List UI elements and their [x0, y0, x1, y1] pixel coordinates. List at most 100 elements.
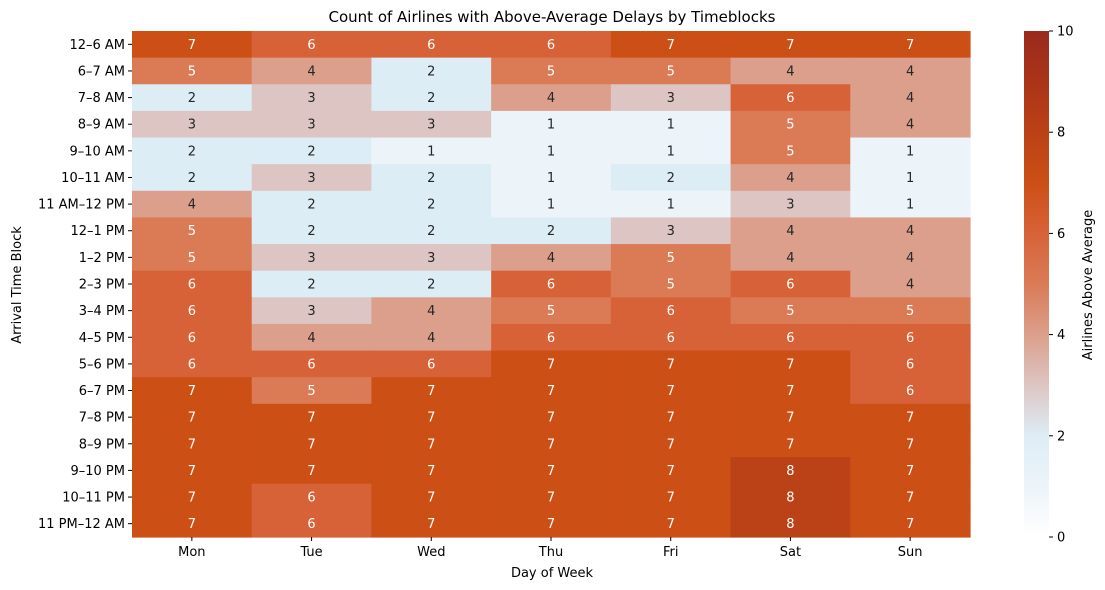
y-tick-label: 6–7 AM [78, 64, 125, 79]
cell-value-label: 6 [906, 384, 914, 399]
heatmap-cell-sat-12-1-pm [730, 217, 851, 245]
cell-value-label: 6 [906, 331, 914, 346]
x-tick-label: Mon [178, 545, 205, 560]
heatmap-cell-thu-6-7-pm [491, 377, 612, 405]
heatmap-cell-fri-6-7-am [610, 57, 732, 85]
heatmap-cell-tue-9-10-am [251, 137, 373, 165]
heatmap-cell-thu-10-11-am [491, 164, 612, 192]
cell-value-label: 7 [786, 357, 794, 372]
cell-value-label: 7 [188, 491, 196, 506]
cell-value-label: 7 [547, 517, 555, 532]
cell-value-label: 6 [547, 278, 555, 293]
heatmap-cell-mon-8-9-am [132, 110, 253, 139]
colorbar-tick-label: 4 [1057, 328, 1065, 343]
heatmap-cell-sun-1-2-pm [850, 244, 971, 272]
heatmap-cell-sun-3-4-pm [850, 297, 971, 325]
cell-value-label: 5 [667, 251, 675, 266]
cell-value-label: 7 [667, 491, 675, 506]
heatmap-cell-thu-10-11-pm [491, 483, 612, 511]
cell-value-label: 2 [427, 64, 435, 79]
heatmap-cell-fri-12-6-am [610, 31, 732, 59]
heatmap-cell-tue-2-3-pm [251, 270, 373, 298]
heatmap-cell-fri-11-pm-12-am [610, 510, 732, 538]
cell-value-label: 7 [547, 437, 555, 452]
y-tick-label: 10–11 PM [62, 491, 125, 506]
y-tick-label: 4–5 PM [79, 331, 125, 346]
cell-value-label: 7 [906, 464, 914, 479]
cell-value-label: 6 [667, 331, 675, 346]
x-tick-label: Sat [780, 545, 801, 560]
cell-value-label: 6 [667, 304, 675, 319]
heatmap-cell-thu-8-9-pm [491, 430, 612, 458]
cell-value-label: 5 [786, 144, 794, 159]
heatmap-cell-mon-9-10-pm [132, 457, 253, 485]
cell-value-label: 7 [188, 384, 196, 399]
cell-value-label: 4 [906, 64, 914, 79]
cell-value-label: 6 [786, 278, 794, 293]
heatmap-cell-mon-6-7-pm [132, 377, 253, 405]
colorbar-tick-label: 6 [1057, 227, 1065, 242]
heatmap-cell-mon-1-2-pm [132, 244, 253, 272]
cell-value-label: 5 [188, 251, 196, 266]
cell-value-label: 7 [906, 491, 914, 506]
x-tick-label: Wed [417, 545, 445, 560]
cell-value-label: 2 [667, 171, 675, 186]
cell-value-label: 7 [786, 411, 794, 426]
cell-value-label: 4 [188, 198, 196, 213]
cell-value-label: 7 [667, 38, 675, 53]
heatmap-cell-sun-10-11-pm [850, 483, 971, 511]
heatmap-cell-thu-11-am-12-pm [491, 190, 612, 219]
y-axis: 12–6 AM 6–7 AM 7–8 AM 8–9 AM 9–10 AM 10–11 AM… [38, 38, 132, 532]
y-tick-label: 11 AM–12 PM [38, 198, 125, 213]
cell-value-label: 1 [547, 198, 555, 213]
heatmap-cell-wed-11-am-12-pm [371, 190, 492, 219]
heatmap-cell-tue-6-7-am [251, 57, 373, 85]
cell-value-label: 7 [427, 384, 435, 399]
heatmap-cell-thu-6-7-am [491, 57, 612, 85]
heatmap-cell-wed-2-3-pm [371, 270, 492, 298]
cell-value-label: 7 [188, 411, 196, 426]
heatmap-cell-tue-4-5-pm [251, 323, 373, 352]
cell-value-label: 7 [906, 411, 914, 426]
heatmap-cell-sun-5-6-pm [850, 350, 971, 378]
heatmap-cell-sun-11-pm-12-am [850, 510, 971, 538]
heatmap-cell-fri-6-7-pm [610, 377, 732, 405]
heatmap-cell-fri-3-4-pm [610, 297, 732, 325]
cell-value-label: 2 [188, 144, 196, 159]
cell-value-label: 2 [427, 91, 435, 106]
cell-value-label: 1 [667, 198, 675, 213]
heatmap-cell-mon-12-6-am [132, 31, 253, 59]
heatmap-cell-sun-9-10-pm [850, 457, 971, 485]
heatmap-cell-fri-9-10-am [610, 137, 732, 165]
cell-value-label: 3 [307, 251, 315, 266]
cell-value-label: 4 [906, 224, 914, 239]
cell-value-label: 7 [427, 517, 435, 532]
heatmap-cell-sun-12-1-pm [850, 217, 971, 245]
cell-value-label: 2 [427, 224, 435, 239]
cell-value-label: 7 [906, 38, 914, 53]
cell-value-label: 7 [188, 464, 196, 479]
heatmap-cell-thu-12-1-pm [491, 217, 612, 245]
heatmap-cell-thu-7-8-pm [491, 403, 612, 432]
cell-value-label: 4 [547, 251, 555, 266]
cell-value-label: 7 [547, 357, 555, 372]
heatmap-cell-fri-5-6-pm [610, 350, 732, 378]
heatmap-cell-wed-5-6-pm [371, 350, 492, 378]
cell-value-label: 6 [188, 278, 196, 293]
heatmap-cell-wed-11-pm-12-am [371, 510, 492, 538]
heatmap-cell-sat-11-am-12-pm [730, 190, 851, 219]
cell-value-label: 3 [427, 118, 435, 133]
heatmap-cell-mon-10-11-pm [132, 483, 253, 511]
cell-value-label: 3 [307, 118, 315, 133]
colorbar-label: Airlines Above Average [1081, 210, 1096, 361]
heatmap-cell-sun-6-7-am [850, 57, 971, 85]
heatmap-cell-tue-12-1-pm [251, 217, 373, 245]
cell-value-label: 7 [547, 464, 555, 479]
cell-value-label: 7 [786, 437, 794, 452]
heatmap-cell-mon-4-5-pm [132, 323, 253, 352]
heatmap-cell-thu-3-4-pm [491, 297, 612, 325]
cell-value-label: 7 [427, 491, 435, 506]
cell-value-label: 7 [427, 464, 435, 479]
cell-value-label: 4 [906, 278, 914, 293]
heatmap-cell-wed-8-9-pm [371, 430, 492, 458]
